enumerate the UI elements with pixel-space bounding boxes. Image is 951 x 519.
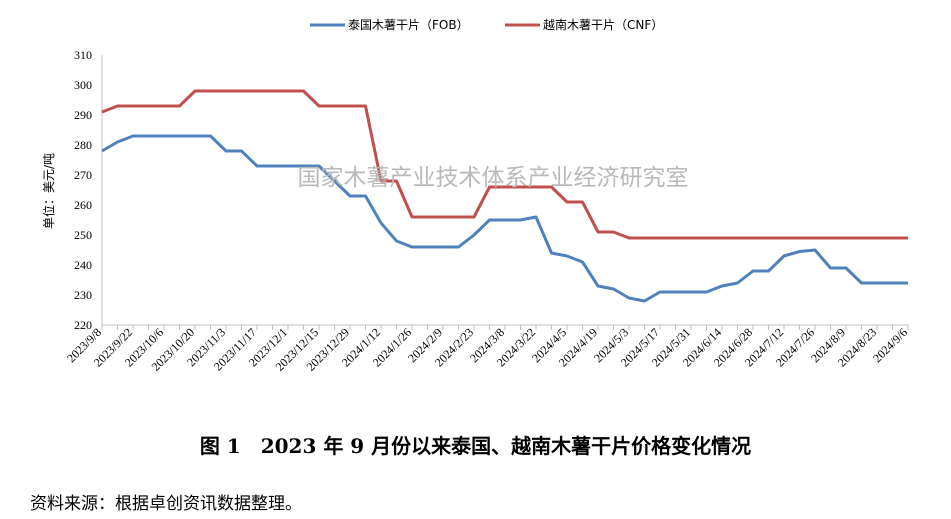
y-tick-label: 250 [74,228,92,242]
legend: 泰国木薯干片（FOB） 越南木薯干片（CNF） [310,17,663,32]
y-axis: 220 230 240 250 260 270 280 290 300 310 [74,48,103,332]
watermark: 国家木薯产业技术体系产业经济研究室 [298,165,689,191]
legend-label-vietnam: 越南木薯干片（CNF） [543,17,663,32]
y-tick-label: 270 [74,168,92,182]
series-line-1 [101,89,908,240]
price-line-chart: 泰国木薯干片（FOB） 越南木薯干片（CNF） 单位：美元/吨 220 230 24… [41,17,910,374]
y-tick-label: 290 [74,108,92,122]
series-line-0 [101,134,908,303]
y-axis-title: 单位：美元/吨 [41,153,56,229]
x-tick-label: 2024/9/6 [870,325,910,365]
y-tick-label: 230 [74,288,92,302]
y-tick-label: 280 [74,138,92,152]
y-tick-label: 260 [74,198,92,212]
legend-label-thailand: 泰国木薯干片（FOB） [348,18,469,32]
source-note: 资料来源：根据卓创资讯数据整理。 [30,494,302,514]
y-tick-label: 240 [74,258,92,272]
x-axis: 2023/9/82023/9/222023/10/62023/10/202023… [64,324,910,374]
figure-caption: 图 1 2023 年 9 月份以来泰国、越南木薯干片价格变化情况 [199,434,752,458]
y-tick-label: 220 [74,318,92,332]
y-tick-label: 300 [74,78,92,92]
series-group [101,89,908,303]
y-tick-label: 310 [74,48,92,62]
